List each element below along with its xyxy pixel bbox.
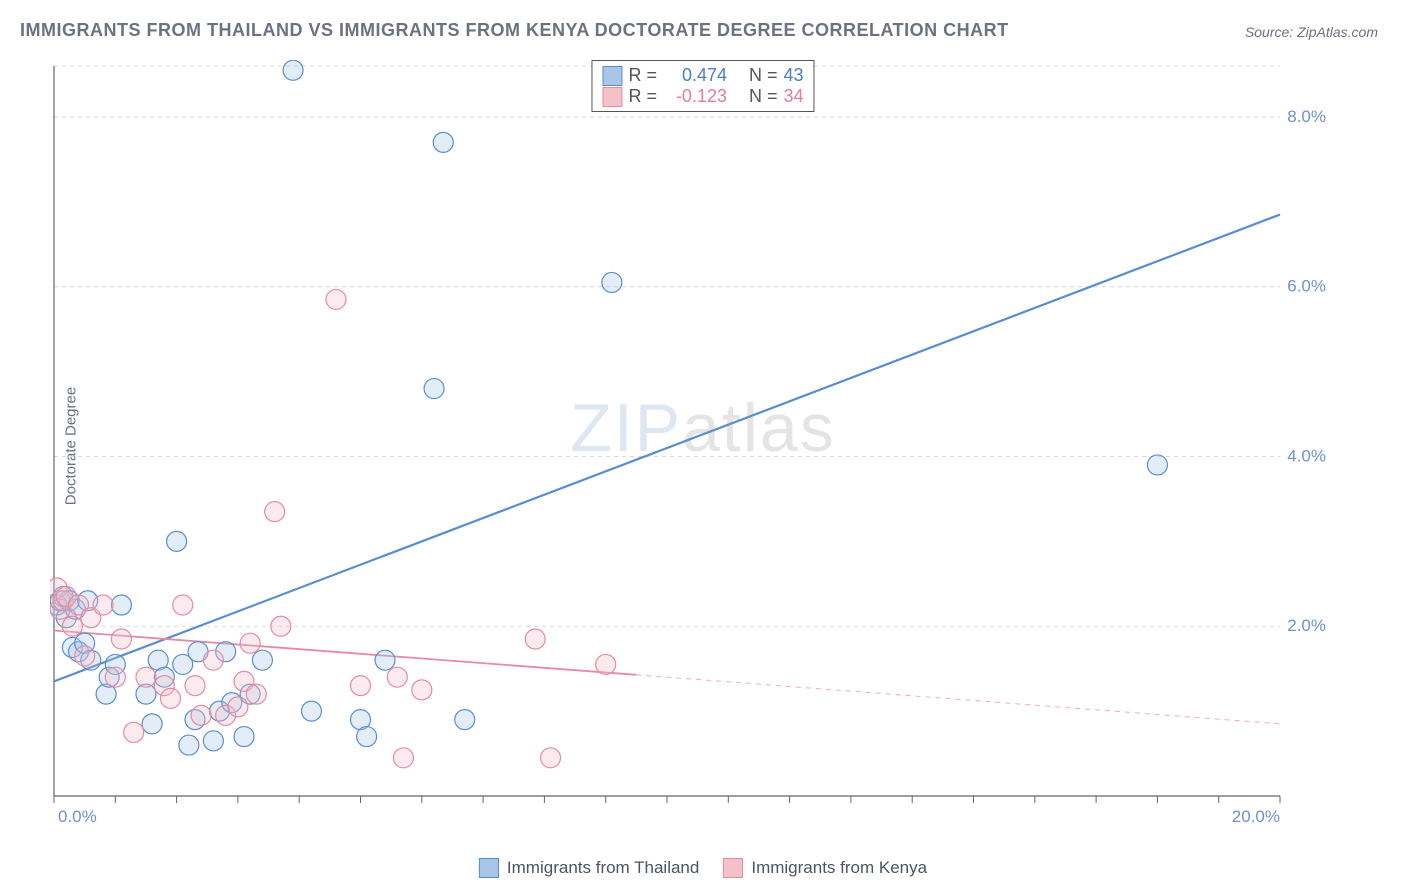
source-label: Source: ZipAtlas.com	[1245, 24, 1378, 40]
legend-item-thailand: Immigrants from Thailand	[479, 858, 699, 878]
swatch-thailand-icon	[602, 66, 622, 86]
r-label: R =	[628, 86, 657, 107]
n-value-thailand: 43	[784, 65, 804, 86]
legend-label-kenya: Immigrants from Kenya	[751, 858, 927, 878]
legend-item-kenya: Immigrants from Kenya	[723, 858, 927, 878]
stats-legend: R = 0.474 N = 43 R = -0.123 N = 34	[591, 60, 814, 112]
svg-text:8.0%: 8.0%	[1287, 107, 1326, 126]
swatch-thailand-icon	[479, 858, 499, 878]
legend-label-thailand: Immigrants from Thailand	[507, 858, 699, 878]
n-label: N =	[749, 86, 778, 107]
svg-text:0.0%: 0.0%	[58, 807, 97, 826]
swatch-kenya-icon	[602, 87, 622, 107]
svg-text:20.0%: 20.0%	[1232, 807, 1280, 826]
svg-text:6.0%: 6.0%	[1287, 277, 1326, 296]
r-label: R =	[628, 65, 657, 86]
n-label: N =	[749, 65, 778, 86]
swatch-kenya-icon	[723, 858, 743, 878]
scatter-plot: 2.0% 4.0% 6.0% 8.0% 0.0% 20.0%	[50, 60, 1340, 830]
stats-row-thailand: R = 0.474 N = 43	[602, 65, 803, 86]
r-value-kenya: -0.123	[663, 86, 727, 107]
n-value-kenya: 34	[784, 86, 804, 107]
svg-text:2.0%: 2.0%	[1287, 616, 1326, 635]
chart-title: IMMIGRANTS FROM THAILAND VS IMMIGRANTS F…	[20, 20, 1009, 41]
series-legend: Immigrants from Thailand Immigrants from…	[479, 858, 927, 878]
stats-row-kenya: R = -0.123 N = 34	[602, 86, 803, 107]
r-value-thailand: 0.474	[663, 65, 727, 86]
svg-text:4.0%: 4.0%	[1287, 446, 1326, 465]
